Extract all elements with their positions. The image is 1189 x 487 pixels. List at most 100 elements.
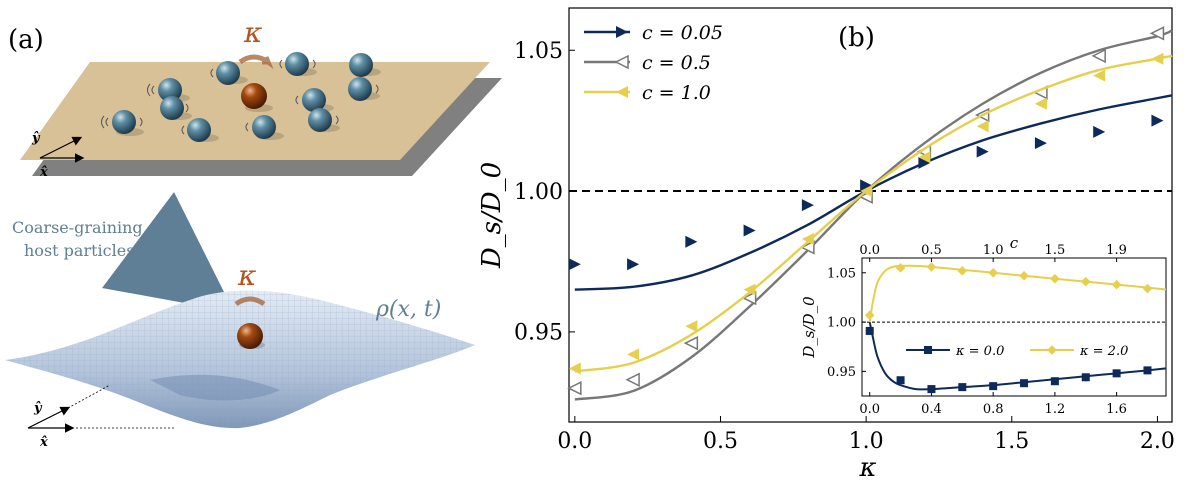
- y-tick-label: 1.00: [827, 316, 856, 331]
- y-tick-label: 0.95: [827, 365, 856, 380]
- density-field-surface: [5, 290, 475, 429]
- y-hat-label-top: ŷ: [31, 131, 41, 146]
- data-point: [1034, 137, 1047, 150]
- panel-b-chart: (b) 0.0 0.5 1.0 1.5 2.0 0.95 1.00 1.05 c = 0.05 c…: [477, 7, 1175, 483]
- data-point: [927, 385, 936, 394]
- x-top-tick-label: 1.5: [1045, 243, 1066, 258]
- data-point: [989, 382, 998, 391]
- y-tick-label: 1.00: [514, 180, 563, 205]
- data-point: [918, 151, 931, 164]
- x-hat-label-bottom: x̂: [39, 435, 48, 450]
- tracer-particle-bottom: [237, 323, 263, 349]
- data-point: [741, 290, 757, 306]
- data-point: [685, 235, 698, 248]
- data-point: [895, 263, 906, 273]
- data-point: [800, 240, 815, 255]
- data-point: [1143, 366, 1152, 375]
- y-tick-label: 1.05: [827, 266, 856, 281]
- thermal-jitter-marks: [101, 59, 379, 135]
- coarse-graining-arrow: [101, 191, 234, 313]
- data-point: [896, 376, 905, 385]
- x-tick-label: 1.2: [1045, 402, 1066, 417]
- host-particles: [112, 52, 381, 142]
- panel-a-illustration: (a): [5, 16, 502, 450]
- data-point: [1034, 97, 1047, 110]
- x-tick-label: 0.8: [983, 402, 1004, 417]
- data-point: [1080, 276, 1091, 287]
- data-point: [685, 320, 698, 333]
- data-point: [1019, 270, 1029, 281]
- x-tick-label: 1.6: [1106, 402, 1127, 417]
- main-x-axis-label: κ: [858, 453, 876, 483]
- inset-legend-marker: [924, 346, 932, 354]
- data-point: [801, 199, 814, 212]
- inset-y-axis-label: D_s/D_0: [800, 296, 818, 359]
- y-axis-arrow-bottom: [27, 406, 71, 429]
- data-point: [1091, 48, 1106, 64]
- data-point: [958, 383, 967, 392]
- data-point: [957, 266, 968, 276]
- inset-legend-label: κ = 0.0: [955, 344, 1004, 359]
- legend-marker: [614, 54, 629, 70]
- legend-label: c = 0.05: [642, 22, 723, 44]
- y-tick-label: 1.05: [514, 39, 563, 64]
- x-top-tick-label: 0.0: [859, 243, 880, 258]
- data-point: [988, 267, 998, 278]
- data-point: [567, 380, 582, 396]
- rotation-arrow-top: [238, 54, 274, 69]
- y-hat-label-bottom: ŷ: [33, 401, 43, 416]
- series-curve: [574, 29, 1173, 401]
- x-hat-label-top: x̂: [39, 165, 48, 180]
- host-particle: [112, 110, 136, 134]
- data-point: [926, 262, 937, 272]
- x-tick-label: 1.5: [994, 429, 1029, 454]
- kappa-label-bottom: κ: [237, 259, 256, 292]
- y-tick-label: 0.95: [514, 321, 563, 346]
- panel-a-label: (a): [8, 25, 44, 55]
- host-particle: [285, 52, 309, 76]
- data-point: [1149, 26, 1165, 41]
- data-point: [1151, 52, 1164, 65]
- data-point: [1093, 69, 1106, 82]
- x-top-tick-label: 1.0: [983, 243, 1004, 258]
- data-point: [976, 120, 989, 133]
- host-particle: [252, 115, 276, 139]
- host-particle: [302, 88, 326, 112]
- x-tick-label: 0.0: [557, 429, 592, 454]
- data-point: [627, 258, 640, 271]
- x-top-tick-label: 0.5: [921, 243, 942, 258]
- inset-x-axis-label: c: [1010, 234, 1019, 252]
- series-curve: [574, 54, 1173, 373]
- particle-plane: [20, 62, 490, 160]
- data-point: [743, 224, 756, 237]
- x-top-tick-label: 1.9: [1106, 243, 1127, 258]
- data-point: [801, 232, 814, 245]
- data-point: [1093, 125, 1106, 138]
- series-curve: [574, 94, 1173, 291]
- data-point: [568, 362, 581, 375]
- data-point: [918, 156, 931, 169]
- main-plot-frame: [568, 7, 1173, 423]
- data-point: [683, 335, 699, 351]
- tracer-particle-top: [241, 83, 267, 109]
- x-tick-label: 1.0: [849, 429, 884, 454]
- host-particle: [308, 108, 332, 132]
- data-point: [1081, 373, 1090, 382]
- host-particle: [348, 77, 372, 101]
- data-point: [568, 258, 581, 271]
- x-tick-label: 0.0: [859, 402, 880, 417]
- y-axis-dotted-bottom: [67, 384, 111, 409]
- legend-label: c = 0.5: [642, 52, 711, 74]
- data-point: [860, 179, 873, 192]
- data-point: [627, 348, 640, 361]
- main-y-axis-label: D_s/D_0: [477, 162, 507, 269]
- density-label: ρ(x, t): [375, 297, 441, 322]
- data-point: [860, 185, 873, 198]
- data-point: [864, 310, 875, 320]
- data-point: [1020, 379, 1029, 388]
- data-point: [1111, 279, 1122, 290]
- legend-marker: [616, 26, 628, 38]
- host-particle: [158, 78, 182, 102]
- data-point: [865, 326, 874, 335]
